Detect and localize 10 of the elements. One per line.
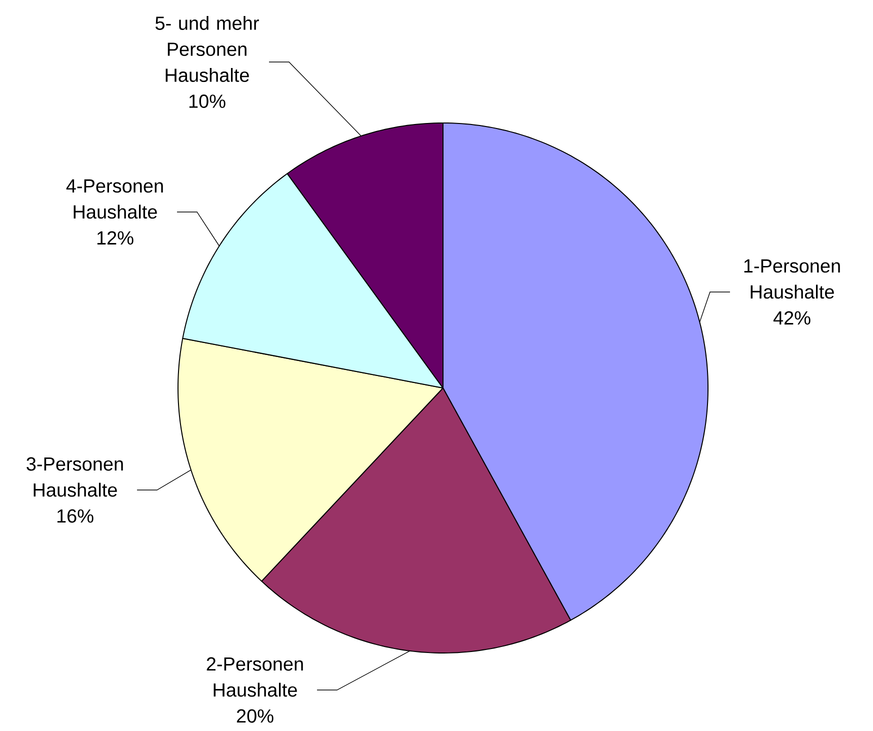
data-label: 12% (97, 231, 134, 245)
data-label: 20% (236, 709, 274, 723)
data-label: 16% (57, 509, 94, 523)
data-label: 10% (189, 94, 226, 108)
slice-label: 5- und mehr Personen Haushalte (155, 16, 259, 82)
slice-label: 2-Personen Haushalte (206, 657, 303, 697)
data-label: 42% (773, 311, 810, 325)
slice-label: 3-Personen Haushalte (26, 457, 123, 497)
slice-label: 1-Personen Haushalte (744, 259, 840, 299)
slice-label: 4-Personen Haushalte (66, 179, 163, 219)
